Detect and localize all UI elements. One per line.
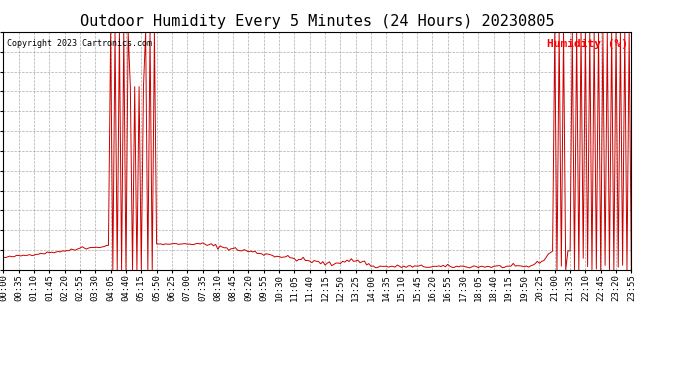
Text: Copyright 2023 Cartronics.com: Copyright 2023 Cartronics.com: [7, 39, 152, 48]
Title: Outdoor Humidity Every 5 Minutes (24 Hours) 20230805: Outdoor Humidity Every 5 Minutes (24 Hou…: [80, 14, 555, 29]
Text: Humidity (%): Humidity (%): [547, 39, 628, 49]
